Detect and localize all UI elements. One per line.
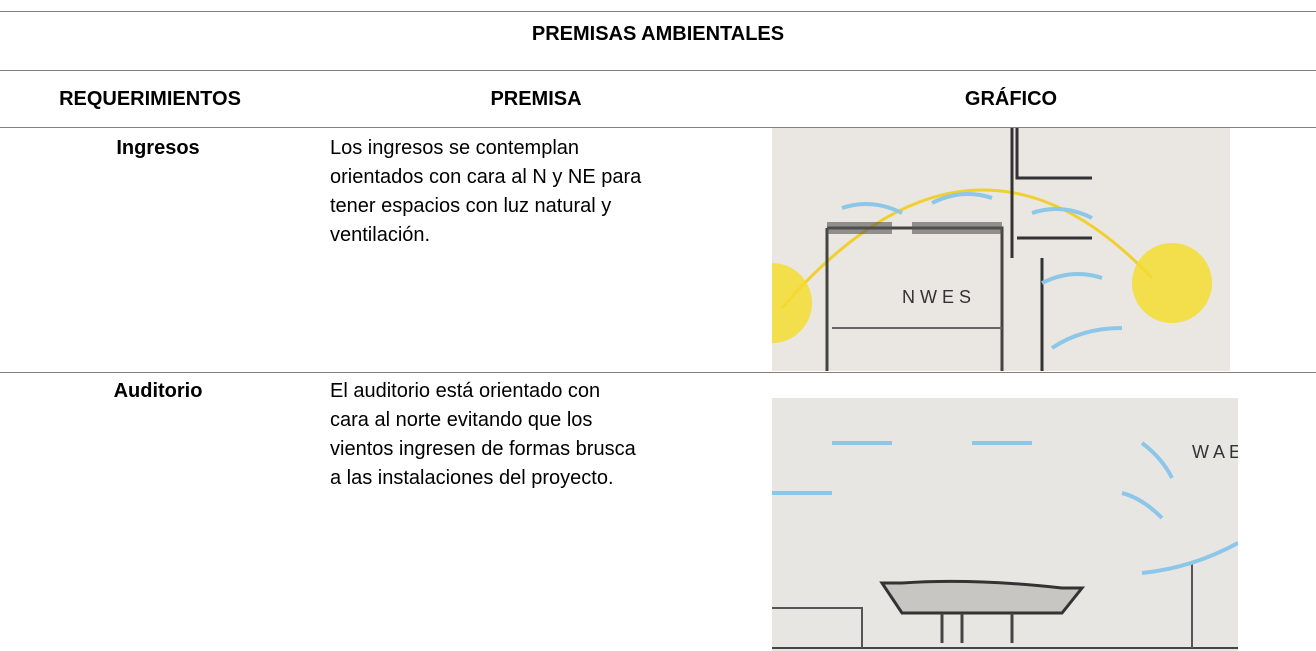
requirement: Ingresos	[116, 137, 200, 159]
svg-text:W A E: W A E	[1192, 442, 1238, 462]
sketch-auditorio: W A E	[772, 398, 1238, 651]
premise-line: ventilación.	[330, 224, 431, 246]
premise-line: cara al norte evitando que los	[330, 409, 593, 431]
svg-text:N W E S: N W E S	[902, 287, 971, 307]
sketch-ingresos: N W E S	[772, 128, 1230, 371]
rule	[0, 127, 1316, 128]
requirement: Auditorio	[113, 380, 203, 402]
column-header: GRÁFICO	[964, 88, 1058, 110]
rule	[0, 11, 1316, 12]
table-title: PREMISAS AMBIENTALES	[531, 23, 785, 45]
premise-line: tener espacios con luz natural y	[330, 195, 612, 217]
rule	[0, 372, 1316, 373]
column-header: REQUERIMIENTOS	[59, 88, 241, 110]
rule	[0, 70, 1316, 71]
premise-line: El auditorio está orientado con	[330, 380, 601, 402]
premise-line: orientados con cara al N y NE para	[330, 166, 642, 188]
premise-line: vientos ingresen de formas brusca	[330, 438, 636, 460]
column-header: PREMISA	[490, 88, 582, 110]
premise-line: a las instalaciones del proyecto.	[330, 467, 614, 489]
premise-line: Los ingresos se contemplan	[330, 137, 580, 159]
